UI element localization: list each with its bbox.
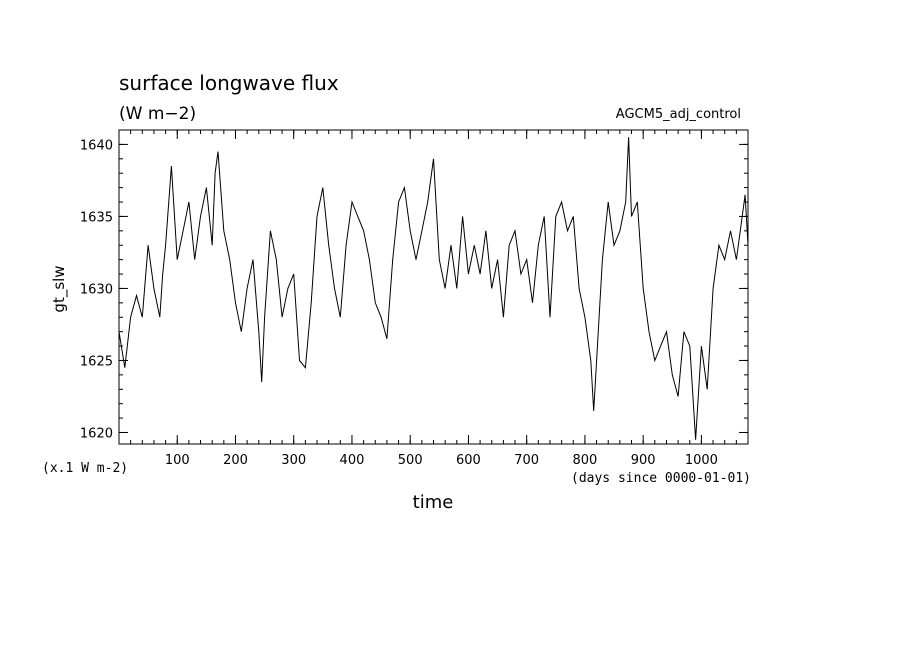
y-axis-ticks: 1620 1625 1630 1635 1640 [80, 138, 748, 441]
x-tick-label: 600 [456, 453, 481, 468]
x-axis-ticks: 100 200 300 400 500 600 700 800 900 1000 [165, 130, 718, 468]
x-tick-label: 500 [398, 453, 423, 468]
y-tick-label: 1625 [80, 354, 113, 369]
plot-frame [118, 129, 749, 445]
chart-title: surface longwave flux [119, 71, 339, 95]
x-tick-label: 100 [165, 453, 190, 468]
chart-subtitle: (W m−2) [119, 104, 196, 124]
x-tick-label: 1000 [685, 453, 718, 468]
y-axis-label: gt_slw [50, 265, 69, 312]
plot-area: 100 200 300 400 500 600 700 800 900 1000 1620 1625… [80, 129, 749, 468]
y-tick-label: 1635 [80, 210, 113, 225]
x-tick-label: 900 [631, 453, 656, 468]
series-line [118, 137, 749, 440]
y-scale-note: (x.1 W m-2) [42, 461, 128, 476]
x-tick-label: 300 [281, 453, 306, 468]
x-tick-label: 400 [340, 453, 365, 468]
y-tick-label: 1630 [80, 282, 113, 297]
x-units-note: (days since 0000-01-01) [571, 471, 751, 486]
x-axis-label: time [413, 492, 454, 513]
x-tick-label: 800 [573, 453, 598, 468]
y-tick-label: 1640 [80, 138, 113, 153]
x-tick-label: 700 [514, 453, 539, 468]
minor-ticks [119, 129, 748, 444]
run-label: AGCM5_adj_control [616, 107, 741, 122]
x-tick-label: 200 [223, 453, 248, 468]
y-tick-label: 1620 [80, 426, 113, 441]
